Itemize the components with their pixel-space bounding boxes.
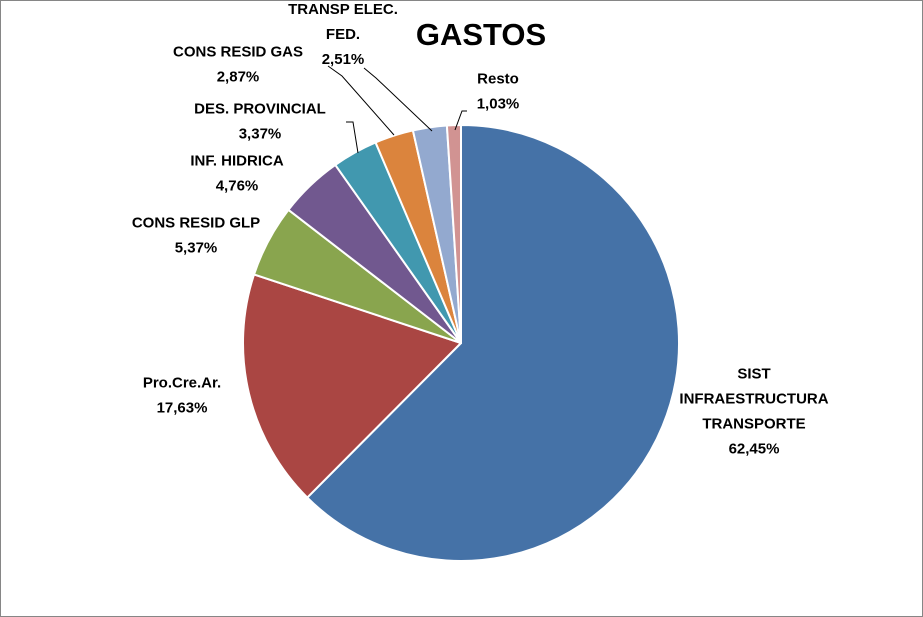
leader-line-cons-resid-gas [327,65,395,136]
pie-slice-sist-infraestructura-transporte [306,124,681,562]
data-label-inf-hidrica: INF. HIDRICA 4,76% [190,153,284,195]
data-label-transp-elec-fed: TRANSP ELEC. FED. 2,51% [288,1,398,68]
data-labels: SIST INFRAESTRUCTURA TRANSPORTE 62,45% Pro.C… [132,1,829,458]
data-label-des-provincial: DES. PROVINCIAL 3,37% [194,101,326,143]
leader-line-des-provincial [346,121,359,154]
pie-slice-pro-cre-ar [242,273,462,499]
pie-slices [242,124,681,562]
chart-title: GASTOS [416,17,546,52]
leader-lines [327,65,467,154]
data-label-cons-resid-gas: CONS RESID GAS 2,87% [173,44,303,86]
data-label-sist-infraestructura-transporte: SIST INFRAESTRUCTURA TRANSPORTE 62,45% [679,366,828,458]
pie-slice-resto [445,124,462,344]
leader-line-transp-elec-fed [363,67,433,132]
data-label-cons-resid-glp: CONS RESID GLP 5,37% [132,215,260,257]
data-label-pro-cre-ar: Pro.Cre.Ar. 17,63% [143,375,221,417]
leader-line-resto [454,110,467,131]
data-label-resto: Resto 1,03% [477,71,520,113]
